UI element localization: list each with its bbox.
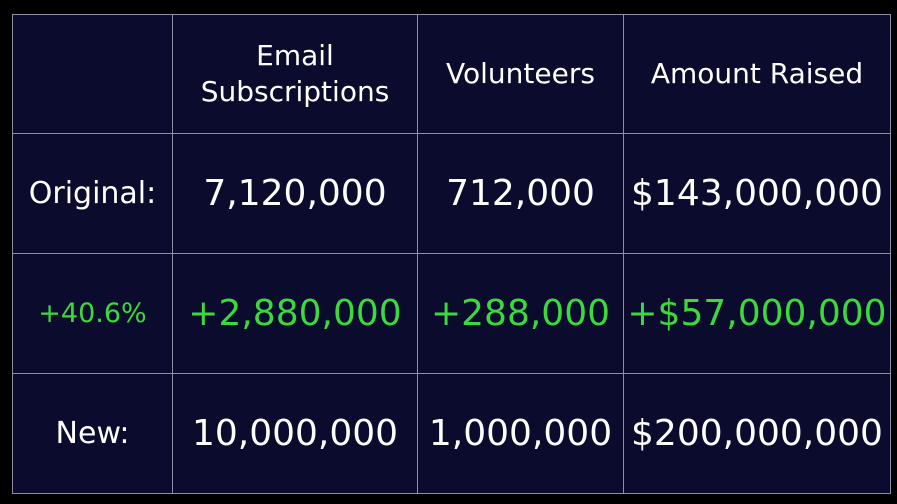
cell-original-email: 7,120,000 (172, 133, 418, 254)
cell-increase-email: +2,880,000 (172, 253, 418, 374)
row-label-original: Original: (12, 133, 173, 254)
cell-new-amount: $200,000,000 (623, 373, 891, 494)
table-row-original: Original: 7,120,000 712,000 $143,000,000 (12, 133, 891, 254)
cell-increase-amount: +$57,000,000 (623, 253, 891, 374)
cell-new-volunteers: 1,000,000 (417, 373, 624, 494)
header-email-line2: Subscriptions (200, 75, 390, 108)
header-email-subscriptions: Email Subscriptions (172, 14, 418, 134)
table-row-increase: +40.6% +2,880,000 +288,000 +$57,000,000 (12, 253, 891, 374)
cell-increase-volunteers: +288,000 (417, 253, 624, 374)
cell-new-email: 10,000,000 (172, 373, 418, 494)
header-corner-cell (12, 14, 173, 134)
row-label-new: New: (12, 373, 173, 494)
cell-original-volunteers: 712,000 (417, 133, 624, 254)
header-email-line1: Email (256, 39, 334, 73)
data-table: Email Subscriptions Volunteers Amount Ra… (12, 14, 891, 494)
header-amount-raised: Amount Raised (623, 14, 891, 134)
cell-original-amount: $143,000,000 (623, 133, 891, 254)
table-row-new: New: 10,000,000 1,000,000 $200,000,000 (12, 373, 891, 494)
header-volunteers: Volunteers (417, 14, 624, 134)
header-row: Email Subscriptions Volunteers Amount Ra… (12, 14, 891, 134)
row-label-increase: +40.6% (12, 253, 173, 374)
